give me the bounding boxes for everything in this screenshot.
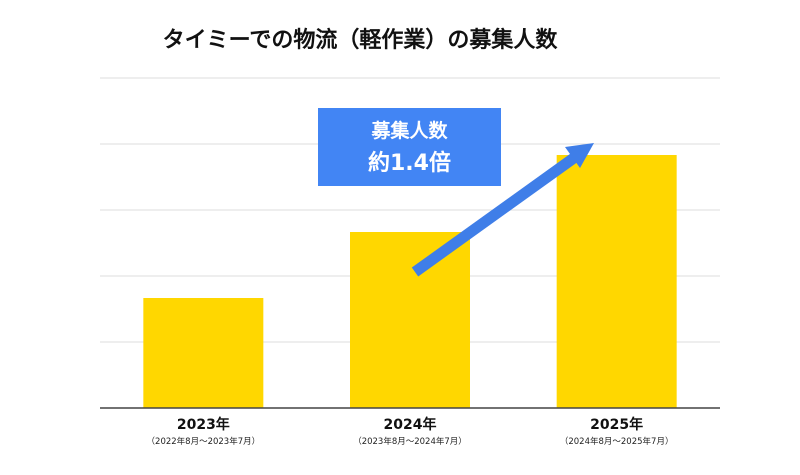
growth-arrow	[411, 143, 594, 277]
category-label-2: 2024年	[384, 416, 437, 433]
callout-background	[318, 108, 501, 186]
category-labels: 2023年 （2022年8月～2023年7月） 2024年 （2023年8月～2024…	[147, 416, 674, 447]
arrow-head	[565, 143, 594, 168]
callout-line-1: 募集人数	[370, 119, 448, 142]
bar-1	[143, 298, 264, 408]
category-sublabel-1: （2022年8月～2023年7月）	[147, 436, 261, 447]
category-sublabel-2: （2023年8月～2024年7月）	[353, 436, 467, 447]
bar-3	[556, 155, 677, 408]
callout-line-2: 約1.4倍	[368, 150, 451, 176]
chart-title: タイミーでの物流（軽作業）の募集人数	[162, 28, 558, 53]
bars	[143, 155, 677, 408]
category-label-1: 2023年	[177, 416, 230, 433]
category-label-3: 2025年	[590, 416, 643, 433]
bar-2	[350, 232, 470, 408]
arrow-shaft	[411, 150, 582, 277]
category-sublabel-3: （2024年8月～2025年7月）	[560, 436, 674, 447]
callout-box: 募集人数 約1.4倍	[318, 108, 501, 186]
